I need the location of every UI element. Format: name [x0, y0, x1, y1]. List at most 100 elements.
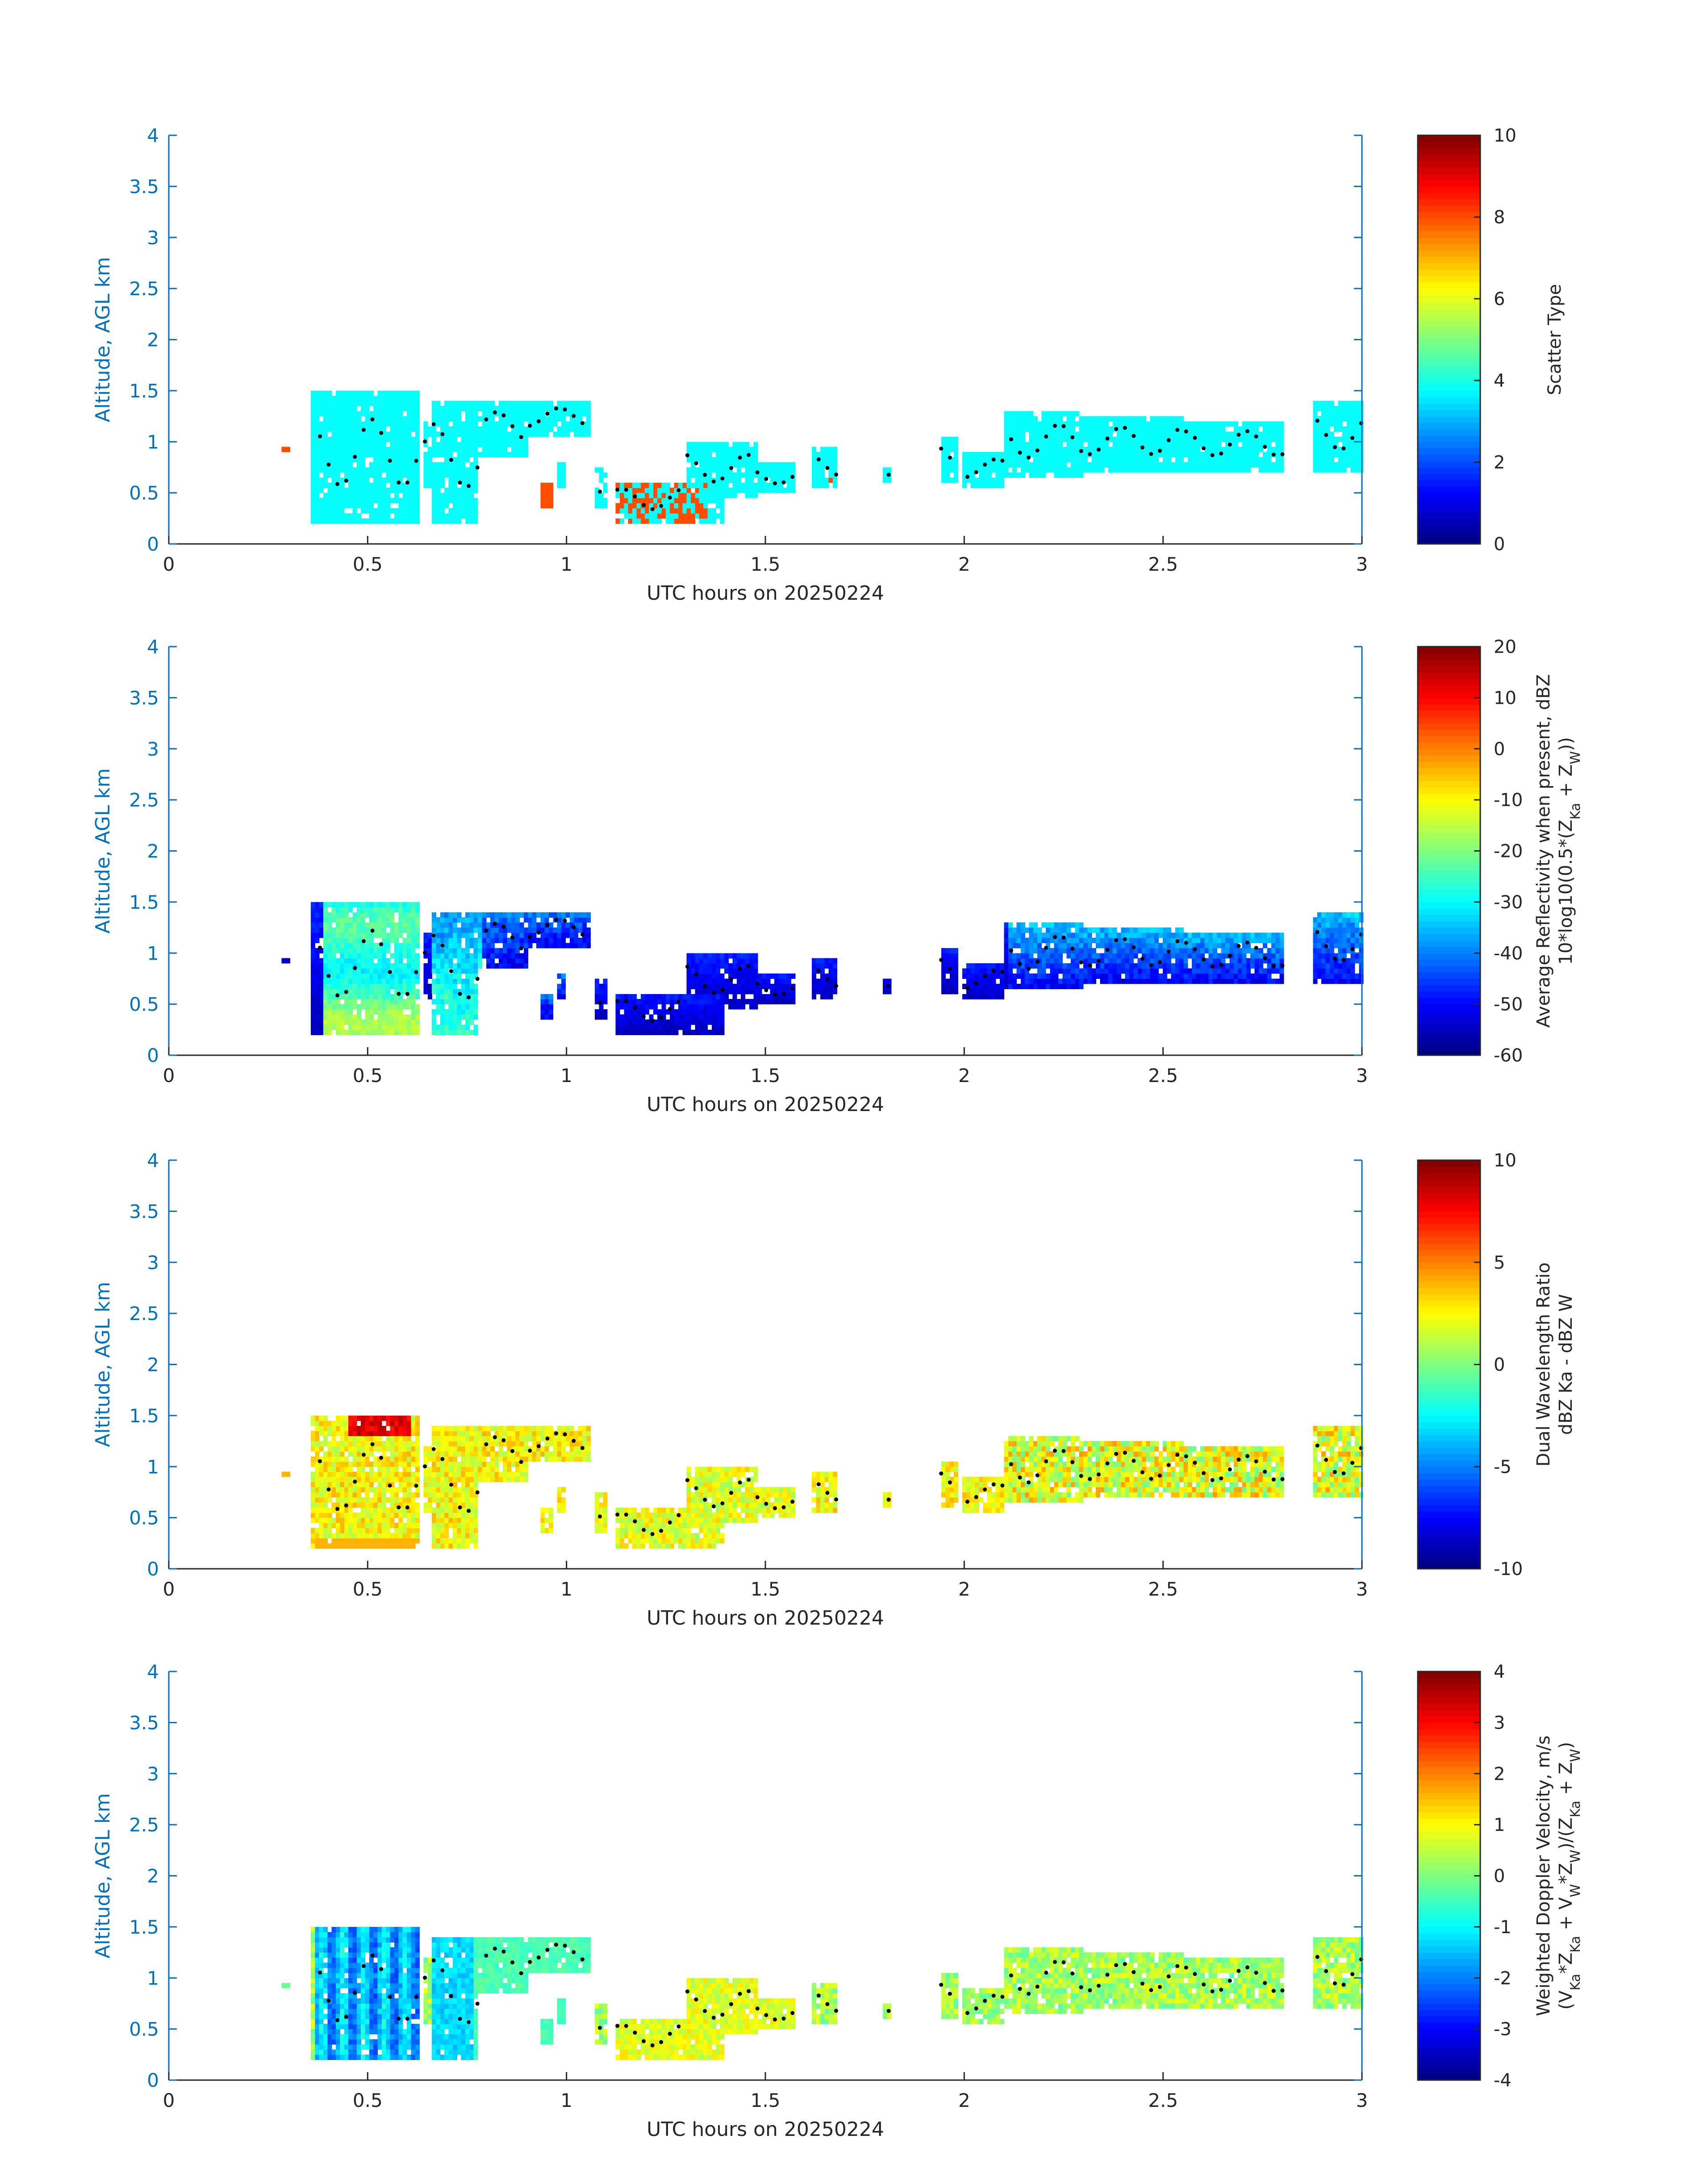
heatmap-cell — [707, 1014, 712, 1020]
heatmap-cell — [974, 978, 979, 984]
heatmap-cell — [732, 442, 737, 447]
heatmap-cell — [1045, 932, 1050, 938]
heatmap-cell — [661, 1004, 666, 1010]
y-tick-label: 1.5 — [129, 380, 159, 402]
heatmap-cell — [582, 932, 587, 938]
heatmap-cell — [1254, 447, 1259, 452]
heatmap-cell — [323, 1024, 328, 1030]
heatmap-cell — [1267, 436, 1272, 442]
heatmap-cell — [390, 999, 395, 1005]
heatmap-cell — [632, 488, 637, 493]
heatmap-cell — [954, 978, 959, 984]
heatmap-cell — [498, 426, 503, 432]
heatmap-cell — [1108, 457, 1113, 463]
heatmap-cell — [365, 482, 370, 488]
heatmap-cell — [473, 912, 478, 918]
heatmap-cell — [457, 513, 462, 519]
heatmap-cell — [402, 467, 407, 473]
heatmap-cell — [356, 411, 361, 417]
heatmap-cell — [457, 968, 462, 974]
heatmap-cell — [1313, 426, 1318, 432]
heatmap-cell — [1158, 978, 1163, 984]
heatmap-cell — [407, 436, 412, 442]
heatmap-cell — [540, 406, 545, 412]
heatmap-cell — [469, 498, 474, 504]
heatmap-cell — [1183, 426, 1188, 432]
heatmap-cell — [490, 431, 495, 437]
heatmap-cell — [557, 912, 562, 918]
heatmap-cell — [336, 488, 341, 493]
heatmap-cell — [820, 457, 825, 463]
colorbar-swatch — [1418, 205, 1480, 213]
heatmap-cell — [482, 411, 487, 417]
heatmap-cell — [1000, 467, 1004, 473]
heatmap-cell — [352, 963, 357, 969]
heatmap-cell — [394, 937, 399, 943]
heatmap-cell — [749, 493, 754, 498]
heatmap-cell — [461, 436, 466, 442]
heatmap-cell — [311, 508, 315, 514]
heatmap-cell — [1142, 426, 1146, 432]
heatmap-cell — [1150, 974, 1155, 979]
heatmap-cell — [340, 426, 345, 432]
cloud-top-dot — [781, 480, 786, 485]
heatmap-cell — [1183, 436, 1188, 442]
heatmap-cell — [469, 968, 474, 974]
cloud-top-dot — [458, 481, 462, 485]
heatmap-cell — [402, 518, 407, 524]
heatmap-cell — [661, 1024, 666, 1030]
heatmap-cell — [1125, 948, 1130, 953]
heatmap-cell — [757, 472, 762, 478]
heatmap-cell — [1004, 416, 1009, 422]
heatmap-cell — [1133, 452, 1138, 458]
heatmap-cell — [440, 917, 445, 923]
heatmap-cell — [369, 498, 374, 504]
heatmap-cell — [319, 436, 324, 442]
heatmap-cell — [1250, 421, 1255, 427]
heatmap-cell — [828, 472, 833, 478]
heatmap-cell — [1275, 426, 1280, 432]
heatmap-cell — [544, 421, 549, 427]
heatmap-cell — [432, 442, 437, 447]
heatmap-cell — [444, 1024, 449, 1030]
heatmap-cell — [352, 922, 357, 928]
heatmap-cell — [1075, 467, 1080, 473]
heatmap-cell — [1087, 426, 1092, 432]
heatmap-cell — [386, 917, 391, 923]
heatmap-cell — [716, 452, 721, 458]
heatmap-cell — [1142, 436, 1146, 442]
heatmap-cell — [465, 1004, 470, 1010]
heatmap-cell — [699, 968, 704, 974]
heatmap-cell — [1004, 948, 1009, 953]
heatmap-cell — [1071, 983, 1075, 989]
heatmap-cell — [1108, 447, 1113, 452]
heatmap-cell — [1020, 937, 1025, 943]
heatmap-cell — [536, 411, 541, 417]
heatmap-cell — [361, 917, 366, 923]
heatmap-cell — [1171, 937, 1176, 943]
heatmap-cell — [490, 436, 495, 442]
heatmap-cell — [1334, 426, 1339, 432]
heatmap-cell — [1004, 932, 1009, 938]
heatmap-cell — [1238, 457, 1243, 463]
heatmap-cell — [1125, 932, 1130, 938]
heatmap-cell — [432, 928, 437, 933]
heatmap-cell — [970, 477, 975, 483]
heatmap-cell — [1204, 426, 1209, 432]
heatmap-cell — [1196, 431, 1201, 437]
heatmap-cell — [436, 1009, 441, 1015]
heatmap-cell — [323, 1029, 328, 1035]
heatmap-cell — [1267, 431, 1272, 437]
heatmap-cell — [407, 948, 412, 953]
heatmap-cell — [753, 978, 758, 984]
heatmap-cell — [703, 477, 708, 483]
heatmap-cell — [1359, 452, 1364, 458]
colorbar-swatch — [1418, 326, 1480, 334]
heatmap-cell — [699, 513, 704, 519]
heatmap-cell — [394, 442, 399, 447]
heatmap-cell — [311, 994, 315, 999]
heatmap-cell — [1329, 436, 1334, 442]
heatmap-cell — [515, 932, 520, 938]
heatmap-cell — [1242, 421, 1247, 427]
heatmap-cell — [1142, 948, 1146, 953]
